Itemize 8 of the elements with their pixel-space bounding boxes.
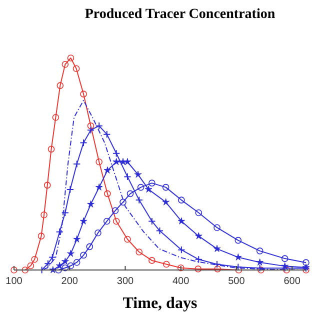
- x-tick-label: 600: [284, 276, 301, 287]
- x-tick-label: 500: [228, 276, 246, 287]
- x-tick-label: 400: [172, 276, 190, 287]
- x-tick-label: 100: [6, 276, 23, 287]
- chart-title: Produced Tracer Concentration: [84, 7, 276, 22]
- x-tick-label: 300: [116, 276, 134, 287]
- x-axis-title: Time, days: [122, 295, 198, 312]
- x-tick-label: 200: [61, 276, 78, 287]
